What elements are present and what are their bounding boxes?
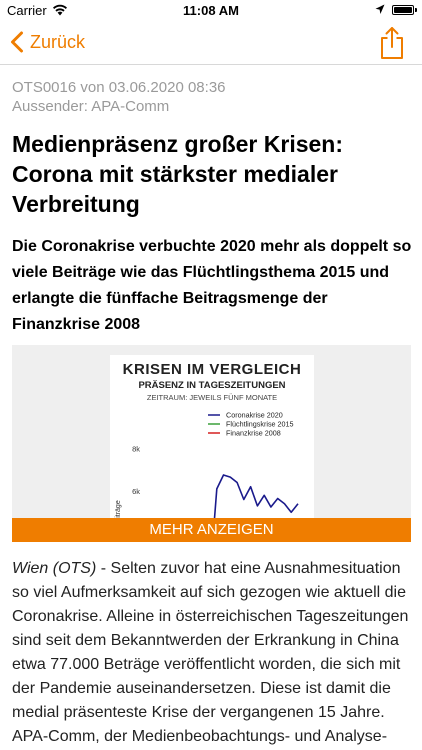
battery-tip [415,8,417,12]
clock: 11:08 AM [183,3,239,18]
legend-entry: Flüchtlingskrise 2015 [226,420,294,429]
chart-subtitle: PRÄSENZ IN TAGESZEITUNGEN [138,380,286,391]
y-tick-label: 6k [132,487,140,496]
battery-icon [392,5,414,15]
navigation-bar: Zurück [0,20,422,65]
back-button[interactable]: Zurück [10,28,85,56]
back-label: Zurück [30,31,86,52]
series-line [211,474,299,542]
meta-sender-line: Aussender: APA-Comm [12,98,170,115]
chart-period-note: ZEITRAUM: JEWEILS FÜNF MONATE [146,393,278,402]
location-arrow-icon [375,4,385,14]
legend-entry: Finanzkrise 2008 [226,429,281,438]
wifi-icon [53,4,67,16]
article-body: Wien (OTS) - Selten zuvor hat eine Ausna… [12,557,412,749]
body-paragraph: - Selten zuvor hat eine Ausnahmesituatio… [12,560,409,745]
meta-ots-line: OTS0016 von 03.06.2020 08:36 [12,79,226,96]
status-bar: Carrier 11:08 AM [0,0,422,20]
article-headline: Medienpräsenz großer Krisen: Corona mit … [12,131,344,217]
show-more-button[interactable]: MEHR ANZEIGEN [12,518,411,542]
y-tick-label: 8k [132,444,140,453]
body-dateline: Wien (OTS) [12,560,97,577]
chevron-left-icon [11,31,23,53]
article-lead: Die Coronakrise verbuchte 2020 mehr als … [12,238,412,333]
article-image[interactable]: 8k6k4kAnzahl BeiträgeCoronakrise 2020Flü… [12,345,411,542]
share-icon[interactable] [378,26,406,60]
chart-title: KRISEN IM VERGLEICH [122,361,302,378]
article-meta: OTS0016 von 03.06.2020 08:36 Aussender: … [12,78,226,116]
carrier-label: Carrier [7,3,47,18]
legend-entry: Coronakrise 2020 [226,411,283,420]
chart-card: 8k6k4kAnzahl BeiträgeCoronakrise 2020Flü… [110,355,314,542]
